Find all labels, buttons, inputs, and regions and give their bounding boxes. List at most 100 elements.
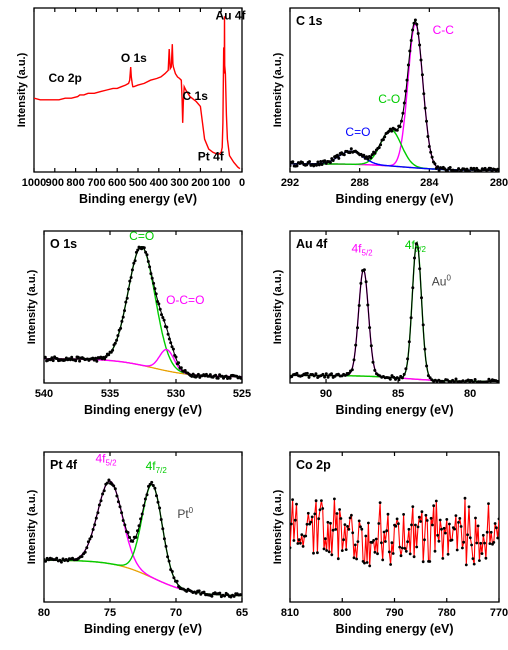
data-point <box>410 523 413 527</box>
data-point <box>296 542 300 545</box>
annotation-label: 4f5/2 <box>351 241 373 257</box>
data-point <box>454 377 458 381</box>
x-tick-label: 500 <box>129 177 147 189</box>
background-line <box>44 559 242 597</box>
data-point <box>481 533 485 537</box>
data-point <box>325 549 328 552</box>
data-point <box>462 540 466 544</box>
data-point <box>216 376 220 380</box>
data-point <box>309 520 313 524</box>
data-point <box>336 557 340 561</box>
data-point <box>438 518 442 522</box>
data-point <box>466 533 469 537</box>
x-tick-label: 200 <box>191 177 209 189</box>
data-point <box>484 556 488 560</box>
data-point <box>347 527 351 531</box>
x-tick-label: 85 <box>392 388 404 400</box>
data-point <box>437 539 441 543</box>
data-point <box>497 517 499 521</box>
x-tick-label: 535 <box>101 388 119 400</box>
data-point <box>312 551 315 555</box>
component-4f7-2 <box>44 483 242 597</box>
data-point <box>360 527 364 531</box>
data-point <box>343 523 347 526</box>
data-point <box>488 542 492 545</box>
data-point <box>197 589 201 593</box>
data-point <box>76 355 80 359</box>
data-point <box>472 562 476 566</box>
data-point <box>483 541 486 545</box>
data-point <box>385 529 389 533</box>
x-tick-label: 70 <box>170 607 182 619</box>
x-tick-label: 540 <box>35 388 53 400</box>
data-point <box>348 516 352 520</box>
data-point <box>310 515 314 519</box>
panel-5: 80 75 70 65 Binding energy (eV) Intensity (a.… <box>26 451 248 636</box>
x-tick-label: 790 <box>385 607 403 619</box>
data-point <box>208 373 212 377</box>
annotation-label: Pt0 <box>177 506 193 521</box>
x-tick-label: 75 <box>104 607 116 619</box>
data-point <box>183 369 187 372</box>
data-point <box>388 377 392 381</box>
panel-title: O 1s <box>50 237 77 251</box>
x-axis-label: Binding energy (eV) <box>335 403 453 417</box>
panel-title: C 1s <box>296 14 322 28</box>
data-point <box>454 514 458 517</box>
data-point <box>299 541 302 545</box>
x-axis-label: Binding energy (eV) <box>84 403 202 417</box>
data-point <box>474 516 477 520</box>
annotation-label: C=O <box>129 229 154 243</box>
data-point <box>420 510 424 514</box>
data-point <box>292 539 296 542</box>
data-point <box>455 548 459 552</box>
data-point <box>367 521 370 525</box>
data-point <box>308 522 311 526</box>
data-point <box>363 561 366 565</box>
data-point <box>445 518 449 521</box>
data-point <box>44 355 47 359</box>
data-point <box>324 372 328 376</box>
data-point <box>323 159 327 163</box>
data-point <box>468 536 472 540</box>
data-point <box>376 552 379 556</box>
data-point <box>448 522 451 526</box>
data-point <box>315 163 318 167</box>
data-point <box>407 527 411 531</box>
data-point <box>458 517 462 520</box>
data-point <box>374 537 378 541</box>
component-O-C-O <box>44 348 242 378</box>
data-point <box>423 538 426 542</box>
component-C-O <box>44 245 242 378</box>
x-tick-label: 284 <box>420 177 439 189</box>
data-point <box>339 517 343 520</box>
data-point <box>344 548 348 551</box>
data-point <box>489 166 493 170</box>
annotation-label: O 1s <box>121 51 147 65</box>
x-tick-label: 780 <box>438 607 456 619</box>
data-point <box>314 372 318 376</box>
annotation-label: Au0 <box>432 274 452 289</box>
x-tick-label: 800 <box>66 177 84 189</box>
y-axis-label: Intensity (a.u.) <box>26 489 38 564</box>
annotation-label: Co 2p <box>49 71 82 85</box>
data-point <box>291 498 294 501</box>
y-axis-label: Intensity (a.u.) <box>26 269 38 344</box>
data-point <box>446 552 450 556</box>
data-point <box>228 376 232 380</box>
data-point <box>74 359 78 363</box>
data-point <box>372 539 375 542</box>
background-line <box>44 358 242 378</box>
data-point <box>402 513 405 516</box>
data-point <box>440 527 443 531</box>
data-point <box>496 536 499 540</box>
data-point <box>357 519 361 523</box>
plot-area <box>290 240 499 383</box>
x-tick-label: 288 <box>350 177 368 189</box>
data-point <box>317 517 321 521</box>
data-point <box>478 559 481 562</box>
data-point <box>459 525 463 528</box>
x-tick-label: 770 <box>490 607 508 619</box>
annotation-label: 4f5/2 <box>95 452 117 468</box>
panel-6: 810 800 790 780 770 Binding energy (eV) Intens… <box>272 451 508 636</box>
